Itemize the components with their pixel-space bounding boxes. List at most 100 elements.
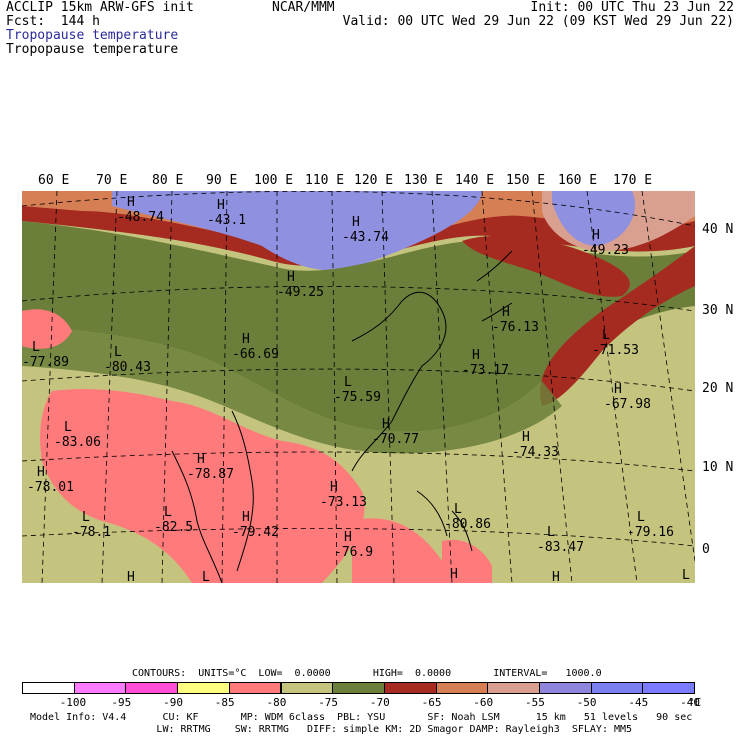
lon-label: 130 E xyxy=(404,173,444,188)
model-info-line2: LW: RRTMG SW: RRTMG DIFF: simple KM: 2D … xyxy=(30,724,633,735)
lon-label: 60 E xyxy=(38,173,70,188)
lat-label: 30 N xyxy=(702,303,734,318)
map-extreme-value: -79.16 xyxy=(627,525,674,540)
map-extreme-mark: L xyxy=(602,328,610,343)
map-extreme-mark: H xyxy=(330,480,338,495)
map-extreme-mark: H xyxy=(450,567,458,582)
colorbar-label: °C xyxy=(688,696,702,709)
contours-info: CONTOURS: UNITS=°C LOW= 0.0000 HIGH= 0.0… xyxy=(132,668,602,679)
map-extreme-value: -49.23 xyxy=(582,243,629,258)
map-extreme-value: -48.74 xyxy=(117,210,164,225)
map-extreme-value: -73.13 xyxy=(320,495,367,510)
colorbar-swatch xyxy=(332,682,385,694)
map-extreme-value: -81.53 xyxy=(440,582,487,583)
colorbar-label: -60 xyxy=(473,696,494,709)
colorbar-label: -95 xyxy=(111,696,132,709)
map-extreme-value: -83.06 xyxy=(54,435,101,450)
map-extreme-value: -76.13 xyxy=(492,320,539,335)
colorbar-swatch xyxy=(22,682,75,694)
map-extreme-mark: L xyxy=(82,510,90,525)
colorbar-swatch xyxy=(590,682,644,694)
map-extreme-mark: H xyxy=(127,195,135,210)
lat-label: 10 N xyxy=(702,460,734,475)
map-extreme-mark: H xyxy=(352,215,360,230)
map-extreme-value: -80.43 xyxy=(104,360,151,375)
map-extreme-mark: L xyxy=(344,375,352,390)
map-extreme-mark: L xyxy=(637,510,645,525)
map-extreme-value: -79.42 xyxy=(232,525,279,540)
lon-label: 90 E xyxy=(206,173,238,188)
field-title-blue: Tropopause temperature xyxy=(6,28,179,43)
forecast-hour: Fcst: 144 h xyxy=(6,14,100,29)
colorbar-label: -85 xyxy=(214,696,235,709)
map-extreme-mark: H xyxy=(217,198,225,213)
lon-label: 140 E xyxy=(455,173,495,188)
map-extreme-mark: H xyxy=(197,452,205,467)
map-extreme-mark: L xyxy=(454,502,462,517)
colorbar-swatch xyxy=(177,682,230,694)
map-extreme-mark: H xyxy=(242,332,250,347)
lon-label: 80 E xyxy=(152,173,184,188)
init-time: Init: 00 UTC Thu 23 Jun 22 xyxy=(530,0,735,15)
map-extreme-mark: H xyxy=(592,228,600,243)
field-title-black: Tropopause temperature xyxy=(6,42,179,57)
lon-label: 160 E xyxy=(558,173,598,188)
lon-label: 70 E xyxy=(96,173,128,188)
map-extreme-value: -70.77 xyxy=(372,432,419,447)
map-extreme-mark: H xyxy=(242,510,250,525)
map-extreme-value: -76.9 xyxy=(334,545,373,560)
colorbar-swatch xyxy=(228,682,282,694)
map-extreme-mark: L xyxy=(547,525,555,540)
colorbar-label: -40 xyxy=(680,696,700,709)
colorbar-label: -90 xyxy=(163,696,183,709)
colorbar-label: -80 xyxy=(266,696,287,709)
map-extreme-mark: L xyxy=(682,568,690,583)
map-extreme-mark: H xyxy=(614,382,622,397)
map-extreme-mark: H xyxy=(37,465,45,480)
colorbar-label: -65 xyxy=(421,696,442,709)
colorbar-label: -55 xyxy=(525,696,545,709)
lat-label: 20 N xyxy=(702,381,734,396)
model-info-line1: Model Info: V4.4 CU: KF MP: WDM 6class P… xyxy=(30,712,693,723)
run-title: ACCLIP 15km ARW-GFS init xyxy=(6,0,194,15)
map-extreme-mark: L xyxy=(202,570,210,583)
map-extreme-mark: H xyxy=(552,570,560,583)
map-extreme-mark: L xyxy=(64,420,72,435)
valid-time: Valid: 00 UTC Wed 29 Jun 22 (09 KST Wed … xyxy=(342,14,734,29)
lon-label: 110 E xyxy=(305,173,345,188)
map-extreme-mark: L xyxy=(164,505,172,520)
lat-label: 40 N xyxy=(702,222,734,237)
map-extreme-value: -83.47 xyxy=(537,540,584,555)
lon-label: 100 E xyxy=(254,173,294,188)
colorbar-label: -100 xyxy=(59,696,87,709)
colorbar-label: -50 xyxy=(576,696,597,709)
colorbar-swatch xyxy=(280,682,334,694)
header-right: Init: 00 UTC Thu 23 Jun 22 Valid: 00 UTC… xyxy=(343,1,734,29)
map-extreme-mark: H xyxy=(522,430,530,445)
header-left: ACCLIP 15km ARW-GFS init Fcst: 144 h Tro… xyxy=(6,1,194,57)
lon-label: 150 E xyxy=(506,173,546,188)
map-extreme-value: -66.69 xyxy=(232,347,279,362)
map-extreme-value: -80.86 xyxy=(444,517,491,532)
map-extreme-value: -78.1 xyxy=(72,525,111,540)
map-extreme-value: -82.5 xyxy=(154,520,193,535)
colorbar-label: -45 xyxy=(628,696,649,709)
producer: NCAR/MMM xyxy=(272,0,335,15)
map-extreme-mark: H xyxy=(502,305,510,320)
map-extreme-value: -73.17 xyxy=(462,363,509,378)
map-extreme-value: -67.98 xyxy=(604,397,651,412)
map-extreme-value: -77.89 xyxy=(22,355,69,370)
map-extreme-value: -43.74 xyxy=(342,230,389,245)
lat-label: 0 xyxy=(702,542,710,557)
map-extreme-value: -75.59 xyxy=(334,390,381,405)
map-extreme-value: -43.1 xyxy=(207,213,246,228)
map-extreme-mark: H xyxy=(127,570,135,583)
map-extreme-value: -74.33 xyxy=(512,445,559,460)
colorbar-swatch xyxy=(642,682,696,694)
colorbar-swatch xyxy=(539,682,592,694)
map-extreme-value: -78.01 xyxy=(27,480,74,495)
colorbar-label: -70 xyxy=(369,696,390,709)
colorbar-swatch xyxy=(487,682,540,694)
map-extreme-mark: L xyxy=(114,345,122,360)
tropopause-temperature-map: H-48.74H-43.1 H-43.74 H-49.23H-49.25H-76.1… xyxy=(22,191,695,583)
